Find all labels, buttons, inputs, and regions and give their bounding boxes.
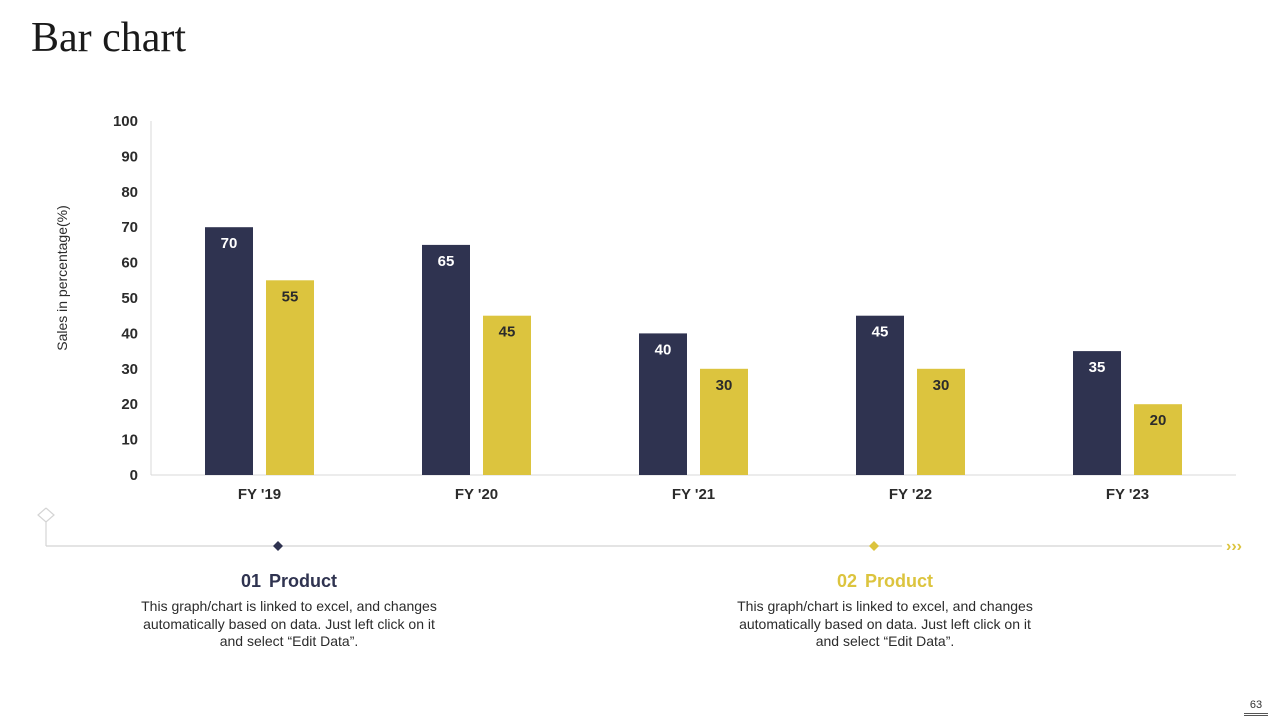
legend-item-2: 02 Product This graph/chart is linked to … — [735, 571, 1035, 651]
x-tick-label: FY '19 — [238, 486, 281, 503]
data-label: 30 — [716, 377, 733, 394]
bar — [266, 280, 314, 475]
legend-number: 01 — [240, 571, 261, 591]
legend-heading: 02 Product — [735, 571, 1035, 592]
data-label: 55 — [282, 288, 299, 305]
y-tick-label: 30 — [121, 361, 138, 378]
legend-description: This graph/chart is linked to excel, and… — [737, 598, 1033, 649]
y-tick-label: 60 — [121, 255, 138, 272]
chevrons-right-icon: ››› — [1226, 538, 1242, 555]
bar — [700, 368, 748, 475]
page-number: 63 — [1244, 699, 1268, 716]
legend-name: Product — [269, 571, 338, 591]
bar — [422, 244, 470, 475]
data-label: 20 — [1150, 412, 1167, 429]
bar — [483, 315, 531, 475]
x-tick-label: FY '20 — [455, 486, 498, 503]
data-label: 40 — [655, 341, 672, 358]
y-tick-label: 40 — [121, 325, 138, 342]
x-tick-label: FY '21 — [672, 486, 715, 503]
y-tick-label: 100 — [113, 113, 138, 130]
y-tick-label: 0 — [130, 467, 138, 484]
bar — [1134, 404, 1182, 475]
legend-item-1: 01 Product This graph/chart is linked to … — [139, 571, 439, 651]
y-tick-label: 90 — [121, 148, 138, 165]
y-tick-label: 20 — [121, 396, 138, 413]
x-tick-label: FY '23 — [1106, 486, 1149, 503]
legend-name: Product — [865, 571, 934, 591]
bar — [856, 315, 904, 475]
product-1-diamond-icon — [273, 541, 283, 551]
y-tick-label: 70 — [121, 219, 138, 236]
data-label: 45 — [872, 324, 889, 341]
data-label: 35 — [1089, 359, 1106, 376]
bar — [639, 333, 687, 475]
x-tick-label: FY '22 — [889, 486, 932, 503]
product-2-diamond-icon — [869, 541, 879, 551]
bar — [917, 368, 965, 475]
bar-chart: Sales in percentage(%) 0 10 20 30 40 50 60 70 80… — [54, 113, 1236, 503]
data-label: 65 — [438, 253, 455, 270]
legend-number: 02 — [836, 571, 857, 591]
y-tick-label: 80 — [121, 184, 138, 201]
data-label: 70 — [221, 235, 238, 252]
y-tick-label: 10 — [121, 432, 138, 449]
y-axis-title: Sales in percentage(%) — [54, 205, 70, 351]
bar — [205, 227, 253, 475]
page-title: Bar chart — [31, 15, 187, 61]
bar — [1073, 351, 1121, 475]
data-label: 45 — [499, 324, 516, 341]
y-tick-label: 50 — [121, 290, 138, 307]
data-label: 30 — [933, 377, 950, 394]
legend-description: This graph/chart is linked to excel, and… — [141, 598, 437, 649]
legend-heading: 01 Product — [139, 571, 439, 592]
